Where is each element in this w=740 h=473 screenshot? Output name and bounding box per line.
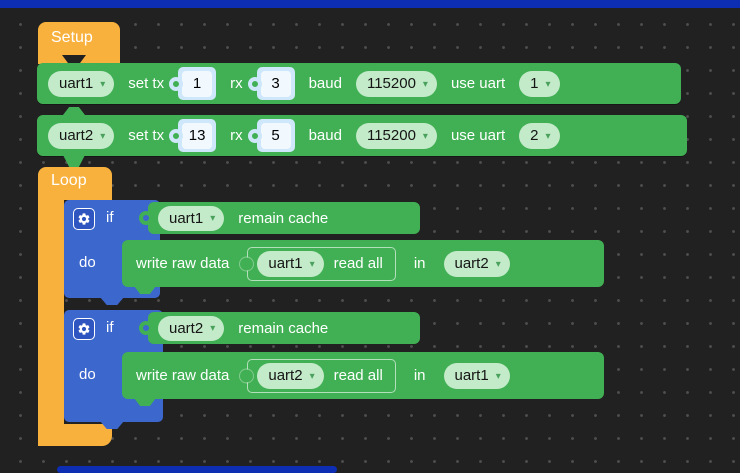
loop-label: Loop xyxy=(51,172,87,189)
dest-port-dropdown[interactable]: uart1 ▾ xyxy=(443,362,510,389)
baud-dropdown[interactable]: 115200 ▾ xyxy=(355,70,437,97)
remain-cache-condition-block[interactable]: uart1 ▾ remain cache xyxy=(148,202,420,234)
uart-number-value: 2 xyxy=(530,127,539,144)
read-all-label: read all xyxy=(333,367,383,384)
baud-dropdown-value: 115200 xyxy=(366,75,416,92)
connector-notch xyxy=(62,55,86,64)
dropdown-arrow-icon: ▾ xyxy=(309,370,315,382)
connector-notch xyxy=(134,398,156,406)
uart-number-dropdown[interactable]: 1 ▾ xyxy=(519,70,560,97)
port-dropdown[interactable]: uart1 ▾ xyxy=(48,70,115,97)
uart1-config-block[interactable]: uart1 ▾ set tx 1 rx 3 baud 115200 ▾ use … xyxy=(37,63,681,104)
dropdown-arrow-icon: ▾ xyxy=(422,130,428,142)
set-tx-label: set tx xyxy=(128,127,165,144)
rx-pin-input[interactable]: 3 xyxy=(256,67,295,100)
connector-notch xyxy=(63,155,85,167)
use-uart-label: use uart xyxy=(450,127,506,144)
do-label: do xyxy=(79,366,96,383)
baud-label: baud xyxy=(308,75,342,92)
read-all-block[interactable]: uart2 ▾ read all xyxy=(247,358,396,393)
tx-pin-value[interactable]: 13 xyxy=(182,122,213,149)
dropdown-arrow-icon: ▾ xyxy=(422,78,428,90)
baud-label: baud xyxy=(308,127,342,144)
rx-pin-input[interactable]: 5 xyxy=(256,119,295,152)
port-dropdown[interactable]: uart2 ▾ xyxy=(48,122,115,149)
if-block-1[interactable]: if do xyxy=(64,200,160,298)
dropdown-arrow-icon: ▾ xyxy=(100,78,106,90)
write-raw-data-block[interactable]: write raw data uart1 ▾ read all in uart2… xyxy=(122,240,604,287)
dropdown-arrow-icon: ▾ xyxy=(309,258,315,270)
loop-bottom-foot xyxy=(38,424,112,446)
horizontal-scrollbar-top[interactable] xyxy=(0,0,740,8)
if-label: if xyxy=(106,319,114,336)
read-all-block[interactable]: uart1 ▾ read all xyxy=(247,246,396,281)
loop-hat-block[interactable]: Loop xyxy=(38,167,112,200)
port-dropdown[interactable]: uart2 ▾ xyxy=(158,315,225,341)
dropdown-arrow-icon: ▾ xyxy=(210,323,216,334)
write-raw-data-block[interactable]: write raw data uart2 ▾ read all in uart1… xyxy=(122,352,604,399)
uart-number-value: 1 xyxy=(530,75,539,92)
dropdown-arrow-icon: ▾ xyxy=(100,130,106,142)
write-raw-data-label: write raw data xyxy=(136,367,230,384)
port-dropdown-value: uart2 xyxy=(169,319,204,337)
connector-notch xyxy=(134,286,156,294)
dropdown-arrow-icon: ▾ xyxy=(545,130,551,142)
baud-dropdown-value: 115200 xyxy=(366,127,416,144)
in-label: in xyxy=(413,367,426,384)
port-dropdown-value: uart1 xyxy=(59,75,94,92)
dropdown-arrow-icon: ▾ xyxy=(545,78,551,90)
connector-notch xyxy=(100,421,124,429)
rx-label: rx xyxy=(230,75,243,92)
set-tx-label: set tx xyxy=(128,75,165,92)
gear-icon[interactable] xyxy=(73,208,95,230)
tx-pin-value[interactable]: 1 xyxy=(182,70,213,97)
port-dropdown[interactable]: uart1 ▾ xyxy=(158,205,225,231)
tx-pin-input[interactable]: 1 xyxy=(178,67,217,100)
dest-port-value: uart2 xyxy=(454,255,489,272)
dest-port-value: uart1 xyxy=(454,367,489,384)
tx-pin-input[interactable]: 13 xyxy=(178,119,217,152)
gear-icon[interactable] xyxy=(73,318,95,340)
port-dropdown[interactable]: uart2 ▾ xyxy=(257,362,324,389)
remain-cache-condition-block[interactable]: uart2 ▾ remain cache xyxy=(148,312,420,344)
port-dropdown[interactable]: uart1 ▾ xyxy=(257,250,324,277)
dropdown-arrow-icon: ▾ xyxy=(495,258,501,270)
in-label: in xyxy=(413,255,426,272)
if-label: if xyxy=(106,209,114,226)
remain-cache-label: remain cache xyxy=(238,319,329,337)
setup-label: Setup xyxy=(51,29,93,46)
uart-number-dropdown[interactable]: 2 ▾ xyxy=(519,122,560,149)
use-uart-label: use uart xyxy=(450,75,506,92)
connector-notch xyxy=(100,297,124,305)
connector-notch xyxy=(63,107,85,115)
port-dropdown-value: uart1 xyxy=(268,255,303,272)
rx-pin-value[interactable]: 5 xyxy=(260,122,291,149)
uart2-config-block[interactable]: uart2 ▾ set tx 13 rx 5 baud 115200 ▾ use… xyxy=(37,115,687,156)
remain-cache-label: remain cache xyxy=(238,209,329,227)
baud-dropdown[interactable]: 115200 ▾ xyxy=(355,122,437,149)
loop-left-spine xyxy=(38,198,64,446)
port-dropdown-value: uart2 xyxy=(59,127,94,144)
do-label: do xyxy=(79,254,96,271)
read-all-label: read all xyxy=(333,255,383,272)
rx-label: rx xyxy=(230,127,243,144)
dropdown-arrow-icon: ▾ xyxy=(210,213,216,224)
dropdown-arrow-icon: ▾ xyxy=(495,370,501,382)
rx-pin-value[interactable]: 3 xyxy=(260,70,291,97)
horizontal-scrollbar-bottom[interactable] xyxy=(57,466,337,473)
write-raw-data-label: write raw data xyxy=(136,255,230,272)
port-dropdown-value: uart2 xyxy=(268,367,303,384)
dest-port-dropdown[interactable]: uart2 ▾ xyxy=(443,250,510,277)
port-dropdown-value: uart1 xyxy=(169,209,204,227)
